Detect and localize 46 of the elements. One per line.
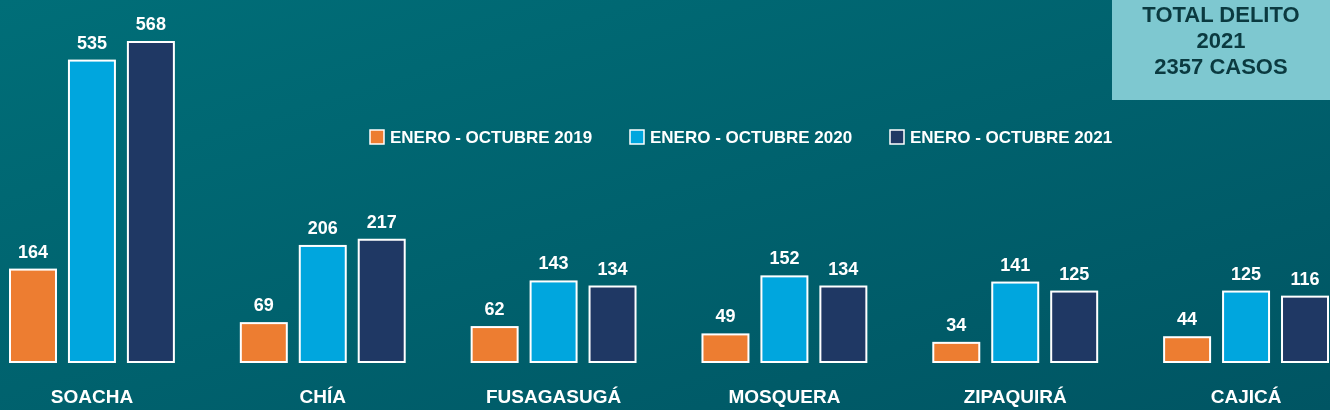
data-label: 49 xyxy=(715,306,736,327)
data-label: 141 xyxy=(1000,254,1031,275)
bar xyxy=(470,326,519,363)
bar xyxy=(1050,290,1099,363)
x-tick-label: SOACHA xyxy=(50,386,134,407)
x-tick-label: ZIPAQUIRÁ xyxy=(963,386,1068,407)
bar xyxy=(298,244,347,363)
x-tick-label: CAJICÁ xyxy=(1210,386,1282,407)
x-tick-label: FUSAGASUGÁ xyxy=(486,386,622,407)
bar xyxy=(932,341,981,363)
data-label: 125 xyxy=(1059,263,1090,284)
data-label: 217 xyxy=(366,211,397,232)
data-label: 143 xyxy=(538,253,569,274)
bar xyxy=(760,275,809,363)
bar xyxy=(357,238,406,363)
bar xyxy=(1222,290,1271,363)
data-label: 535 xyxy=(76,32,107,53)
bar xyxy=(1163,336,1212,363)
data-label: 568 xyxy=(135,14,166,34)
data-label: 125 xyxy=(1231,263,1262,284)
data-label: 134 xyxy=(597,258,628,279)
legend-label: ENERO - OCTUBRE 2020 xyxy=(650,128,853,147)
legend-label: ENERO - OCTUBRE 2019 xyxy=(390,128,593,147)
data-label: 69 xyxy=(253,295,274,316)
bar xyxy=(529,280,578,363)
bar xyxy=(126,41,175,363)
data-label: 116 xyxy=(1290,268,1320,289)
data-label: 152 xyxy=(769,248,800,269)
data-label: 44 xyxy=(1177,309,1198,330)
legend-label: ENERO - OCTUBRE 2021 xyxy=(910,128,1113,147)
bar xyxy=(588,285,637,363)
data-label: 164 xyxy=(17,241,49,262)
bar xyxy=(991,281,1040,363)
x-tick-label: CHÍA xyxy=(299,386,347,407)
annotation: TOTAL DELITO 2021 2357 CASOS xyxy=(1142,2,1300,79)
x-tick-label: MOSQUERA xyxy=(728,386,841,407)
bar xyxy=(1281,295,1329,363)
bar xyxy=(239,322,288,363)
bar xyxy=(819,285,868,363)
data-label: 34 xyxy=(946,314,967,335)
data-label: 206 xyxy=(307,217,338,238)
bar xyxy=(9,268,57,363)
bar xyxy=(701,333,750,363)
bar xyxy=(67,59,116,363)
data-label: 62 xyxy=(484,299,505,320)
data-label: 134 xyxy=(828,258,859,279)
